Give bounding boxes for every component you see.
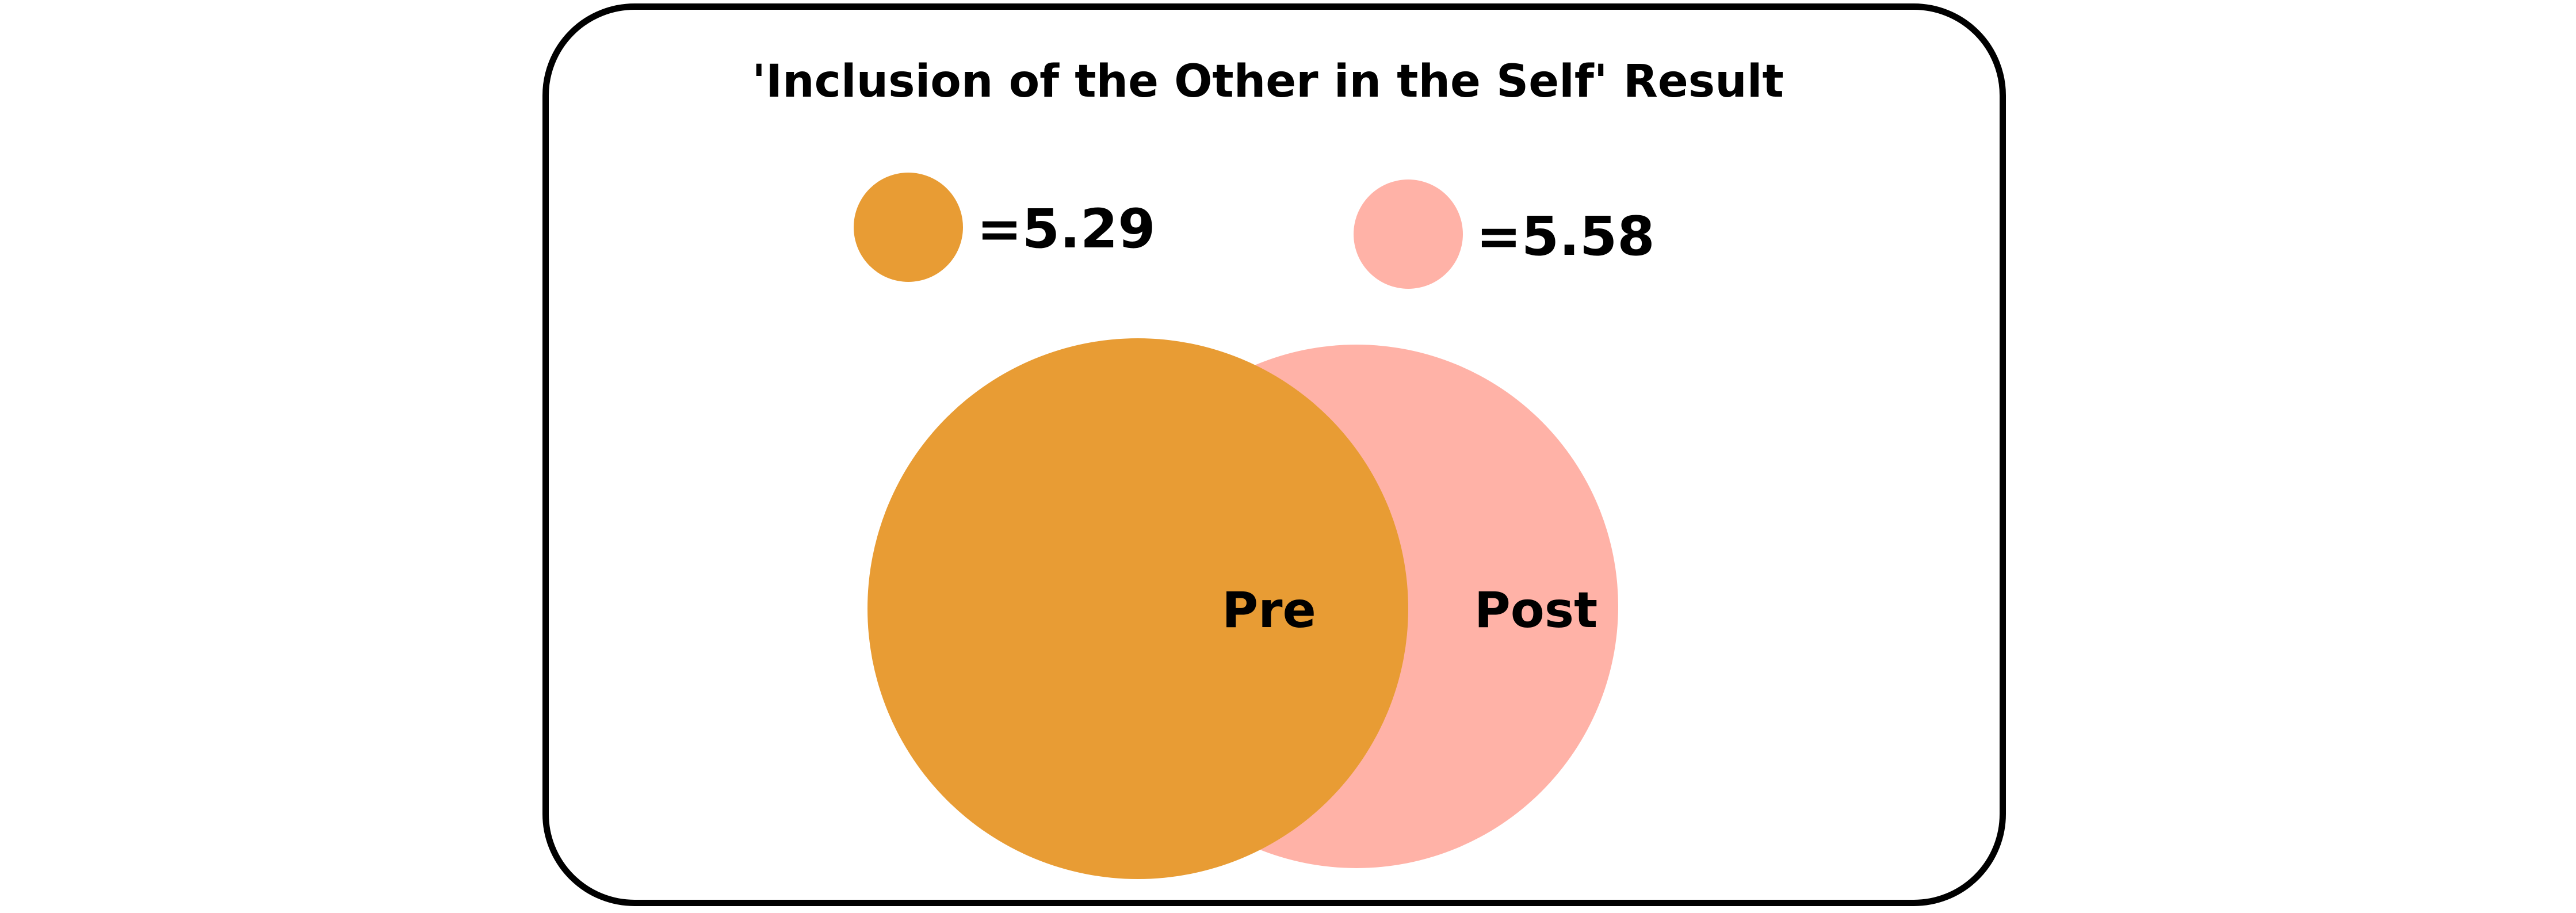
legend-swatch-pre (854, 173, 963, 282)
pre-circle (867, 338, 1408, 879)
post-label: Post (1474, 582, 1597, 639)
legend-value-pre: =5.29 (977, 198, 1156, 261)
legend-value-post: =5.58 (1476, 205, 1655, 268)
legend-swatch-post (1354, 179, 1463, 289)
pre-label: Pre (1222, 582, 1316, 639)
diagram-frame (542, 3, 2006, 906)
diagram-title: 'Inclusion of the Other in the Self' Res… (752, 56, 1784, 108)
